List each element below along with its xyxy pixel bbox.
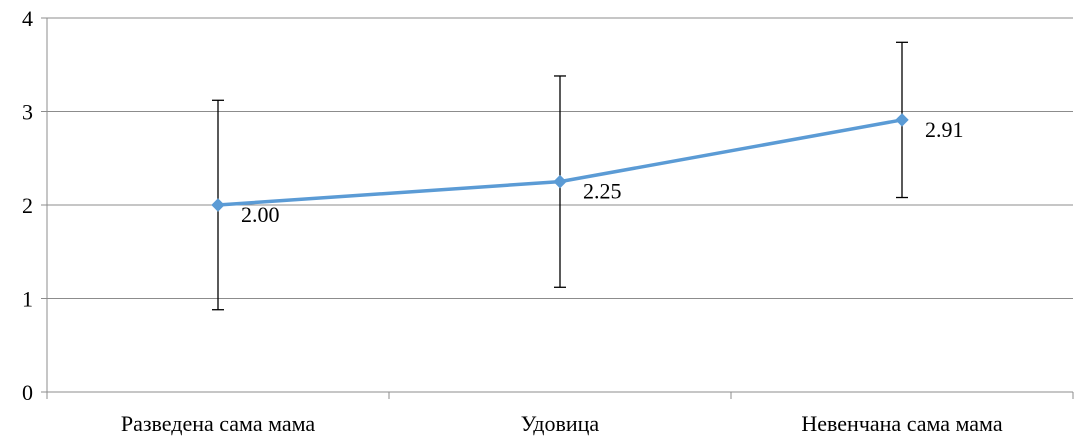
y-tick-label: 2 (22, 193, 33, 218)
data-label: 2.00 (241, 202, 280, 227)
y-tick-label: 4 (22, 6, 33, 31)
data-point (554, 176, 566, 188)
data-labels: 2.00 2.25 2.91 (241, 117, 964, 227)
data-label: 2.25 (583, 179, 622, 204)
x-axis-ticks: Разведена сама мама Удовица Невенчана сама… (47, 392, 1073, 436)
x-tick-label: Разведена сама мама (121, 411, 316, 436)
x-tick-label: Удовица (521, 411, 600, 436)
y-axis-ticks: 0 1 2 3 4 (22, 6, 47, 405)
data-label: 2.91 (925, 117, 964, 142)
y-tick-label: 3 (22, 100, 33, 125)
data-point (212, 199, 224, 211)
y-tick-label: 1 (22, 287, 33, 312)
x-tick-label: Невенчана сама мама (801, 411, 1002, 436)
y-tick-label: 0 (22, 380, 33, 405)
data-point (896, 114, 908, 126)
